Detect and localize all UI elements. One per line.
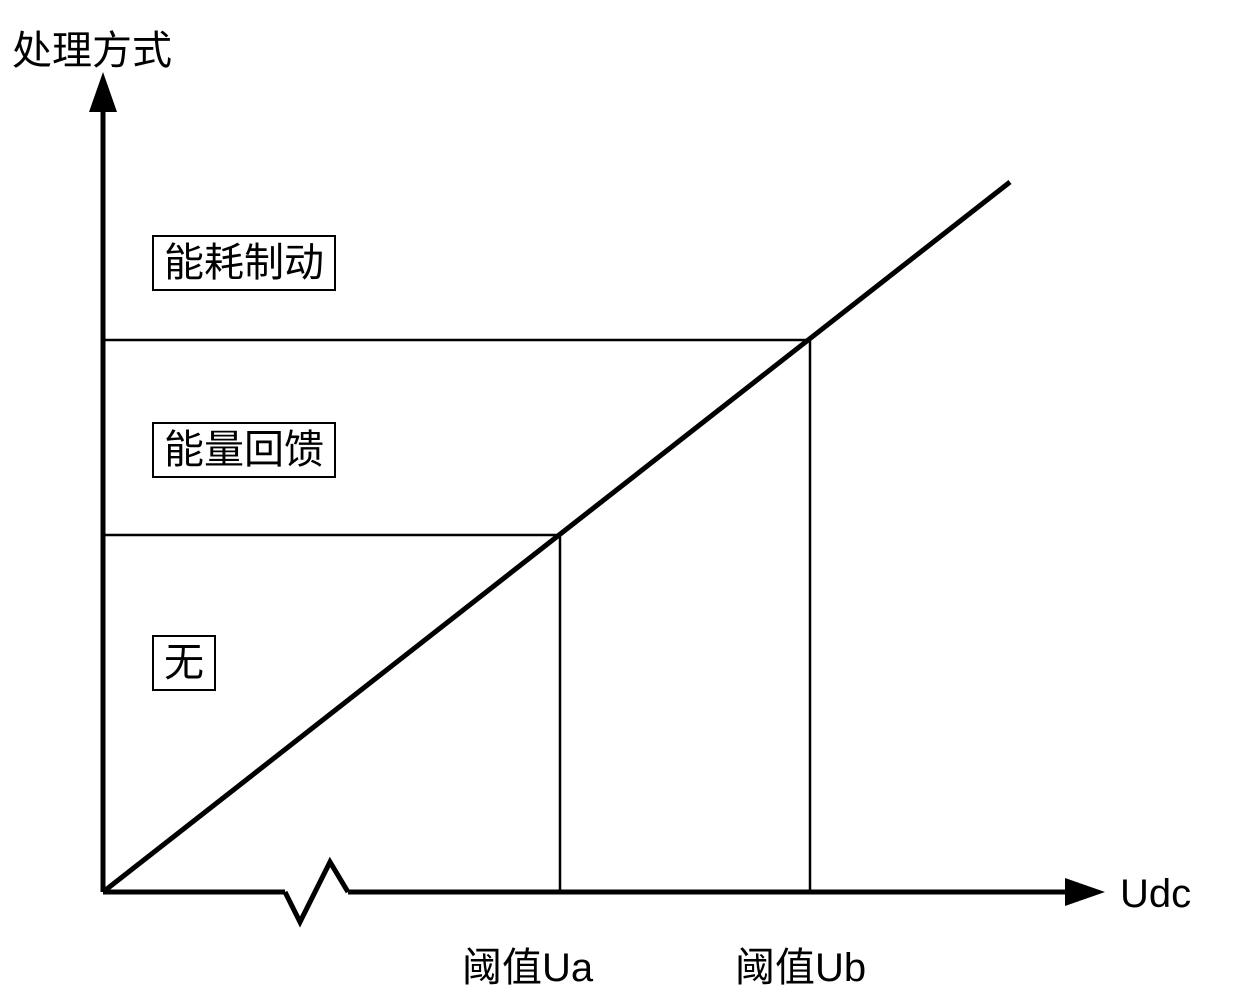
- x-tick-ua: 阈值Ua: [462, 935, 593, 993]
- x-axis-break: [285, 862, 348, 922]
- region-label-upper: 能耗制动: [152, 235, 336, 291]
- chart-container: 处理方式 Udc 阈值Ua 阈值Ub 能耗制动 能量回馈 无: [0, 0, 1239, 993]
- y-axis-arrow: [89, 72, 117, 112]
- chart-svg: [0, 0, 1239, 993]
- x-tick-ub: 阈值Ub: [735, 935, 866, 993]
- x-axis-arrow: [1065, 878, 1105, 906]
- x-axis-title: Udc: [1120, 872, 1191, 917]
- y-axis-title: 处理方式: [12, 18, 172, 76]
- region-label-middle: 能量回馈: [152, 422, 336, 478]
- region-label-lower: 无: [152, 635, 216, 691]
